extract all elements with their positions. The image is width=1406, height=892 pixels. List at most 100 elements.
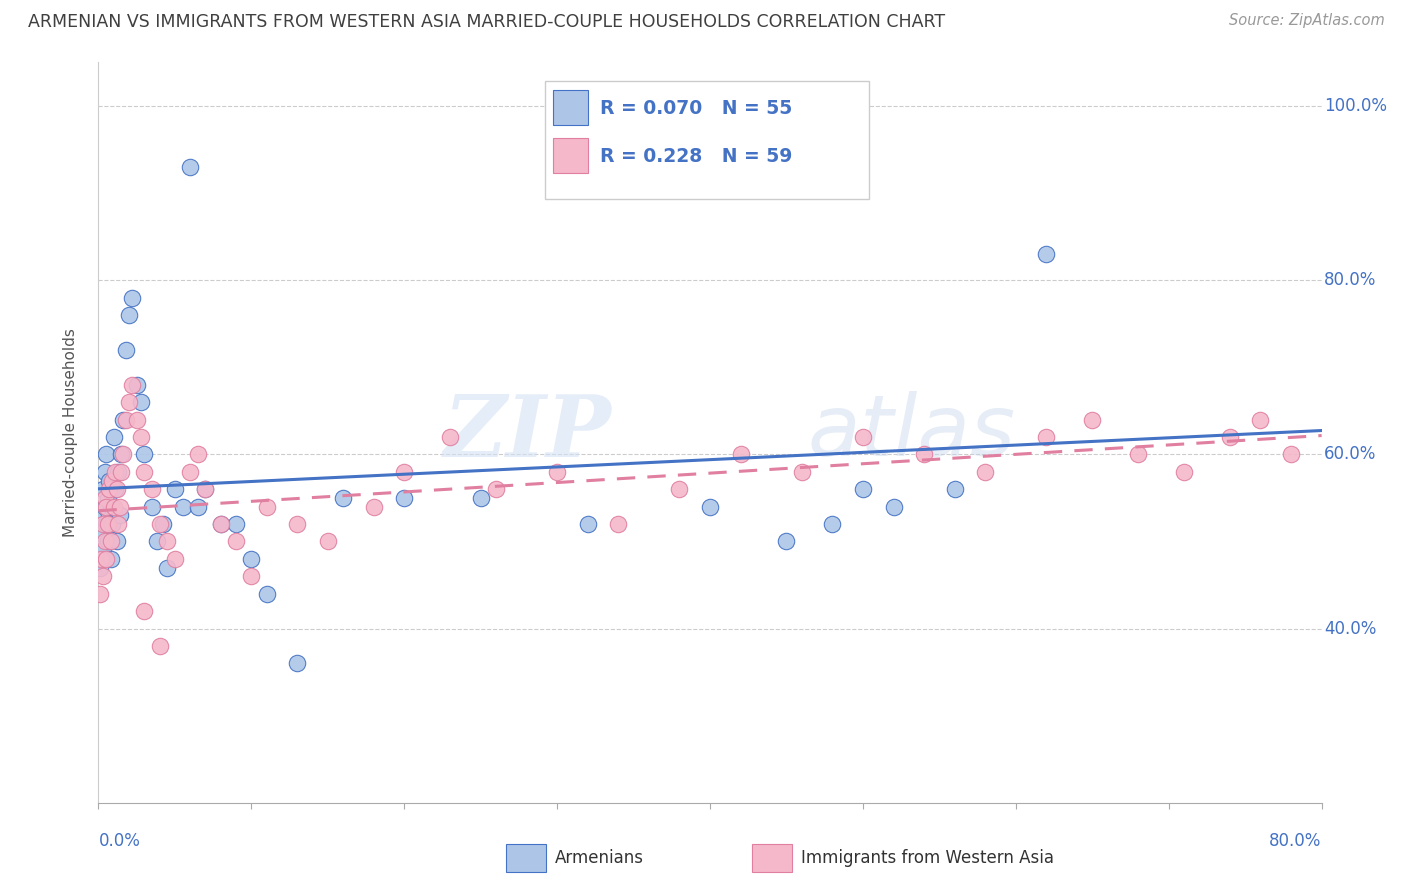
Point (668, 482, 690, 496)
Point (775, 534, 797, 549)
Point (107, 465, 129, 479)
Point (108, 500, 131, 514)
Point (97, 491, 120, 505)
Point (156, 534, 179, 549)
Point (256, 587, 278, 601)
Point (316, 534, 339, 549)
Point (172, 500, 194, 514)
Point (152, 517, 174, 532)
Point (1128, 447, 1150, 461)
Point (194, 482, 217, 496)
Point (94, 447, 117, 461)
Point (883, 500, 905, 514)
Point (110, 447, 132, 461)
FancyBboxPatch shape (554, 90, 588, 126)
Point (93, 491, 115, 505)
Point (105, 534, 128, 549)
Point (163, 552, 186, 566)
Point (943, 482, 966, 496)
Point (187, 500, 209, 514)
Point (240, 569, 263, 583)
Text: Source: ZipAtlas.com: Source: ZipAtlas.com (1229, 13, 1385, 29)
FancyBboxPatch shape (554, 138, 588, 173)
FancyBboxPatch shape (546, 81, 869, 200)
Point (1249, 412, 1271, 426)
Point (97, 517, 120, 532)
Point (91, 543, 114, 558)
Point (101, 517, 124, 532)
Text: Armenians: Armenians (555, 849, 644, 867)
Point (392, 465, 416, 479)
Point (652, 169, 675, 183)
Point (439, 430, 461, 444)
Point (89, 587, 111, 601)
Point (98, 508, 121, 523)
Point (256, 500, 278, 514)
Point (285, 517, 308, 532)
Point (149, 517, 172, 532)
Point (90, 508, 112, 523)
Point (852, 482, 875, 496)
Point (101, 474, 124, 488)
Text: 100.0%: 100.0% (1324, 97, 1388, 115)
Point (121, 291, 143, 305)
Point (104, 482, 127, 496)
Point (145, 534, 167, 549)
Point (90, 525, 112, 540)
Point (1219, 430, 1241, 444)
Point (225, 534, 247, 549)
Point (974, 465, 997, 479)
Point (125, 412, 148, 426)
Point (240, 552, 263, 566)
Point (730, 447, 752, 461)
Point (94, 552, 117, 566)
Point (93, 465, 115, 479)
Point (546, 465, 568, 479)
Point (790, 465, 813, 479)
Point (89, 560, 111, 574)
Point (209, 517, 232, 532)
Point (225, 517, 247, 532)
Point (129, 430, 152, 444)
Point (187, 447, 209, 461)
Text: 80.0%: 80.0% (1270, 832, 1322, 850)
Text: 60.0%: 60.0% (1324, 445, 1376, 464)
Point (115, 412, 138, 426)
Text: R = 0.070   N = 55: R = 0.070 N = 55 (600, 99, 792, 118)
Point (179, 160, 201, 174)
Point (363, 500, 385, 514)
Point (1035, 430, 1057, 444)
Point (98, 474, 121, 488)
Point (141, 500, 163, 514)
Point (111, 447, 134, 461)
Point (108, 508, 131, 523)
Point (285, 657, 308, 671)
Point (100, 500, 122, 514)
Point (129, 395, 152, 409)
Point (179, 465, 201, 479)
Point (93, 534, 115, 549)
Point (821, 517, 844, 532)
Text: 40.0%: 40.0% (1324, 620, 1376, 638)
Point (576, 517, 599, 532)
Point (1081, 412, 1104, 426)
Text: atlas: atlas (808, 391, 1017, 475)
Point (97, 534, 120, 549)
Point (110, 465, 132, 479)
Point (91, 517, 114, 532)
Point (156, 560, 179, 574)
Point (485, 482, 508, 496)
Text: 80.0%: 80.0% (1324, 271, 1376, 289)
Point (115, 343, 138, 357)
Point (141, 482, 163, 496)
Point (91, 569, 114, 583)
Point (93, 500, 115, 514)
Point (94, 517, 117, 532)
Point (134, 465, 156, 479)
Point (699, 500, 721, 514)
Text: Immigrants from Western Asia: Immigrants from Western Asia (801, 849, 1054, 867)
Point (100, 552, 122, 566)
Point (91, 482, 114, 496)
Text: ZIP: ZIP (444, 391, 612, 475)
Point (134, 604, 156, 618)
